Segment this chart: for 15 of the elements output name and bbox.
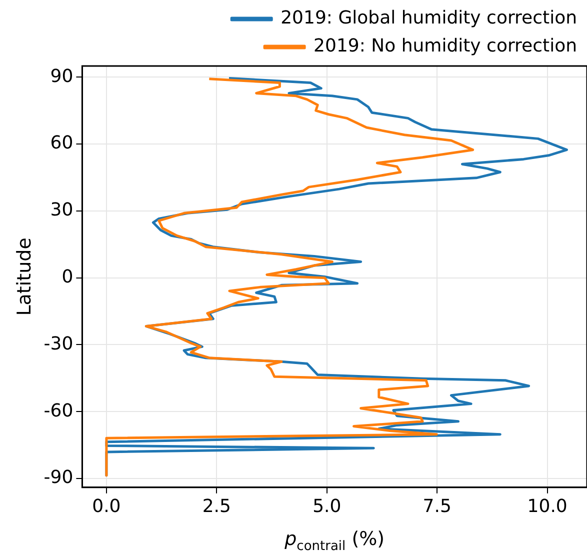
y-tick-label: -30 <box>44 333 74 354</box>
x-tick-label: 2.5 <box>202 496 231 517</box>
y-tick-label: -60 <box>44 400 74 422</box>
y-tick-label: 60 <box>50 132 74 154</box>
legend-label: 2019: Global humidity correction <box>280 8 578 29</box>
y-tick-label: 0 <box>62 266 74 288</box>
y-tick-label: -90 <box>44 467 74 488</box>
x-tick-label: 0.0 <box>92 496 121 517</box>
y-tick-label: 90 <box>50 66 74 87</box>
x-tick-label: 7.5 <box>422 496 452 517</box>
x-tick-label: 5.0 <box>312 496 342 517</box>
x-tick-label: 10.0 <box>527 496 568 517</box>
y-axis-title: Latitude <box>13 238 36 316</box>
y-tick-label: 30 <box>50 200 74 221</box>
legend-label: 2019: No humidity correction <box>314 36 577 57</box>
